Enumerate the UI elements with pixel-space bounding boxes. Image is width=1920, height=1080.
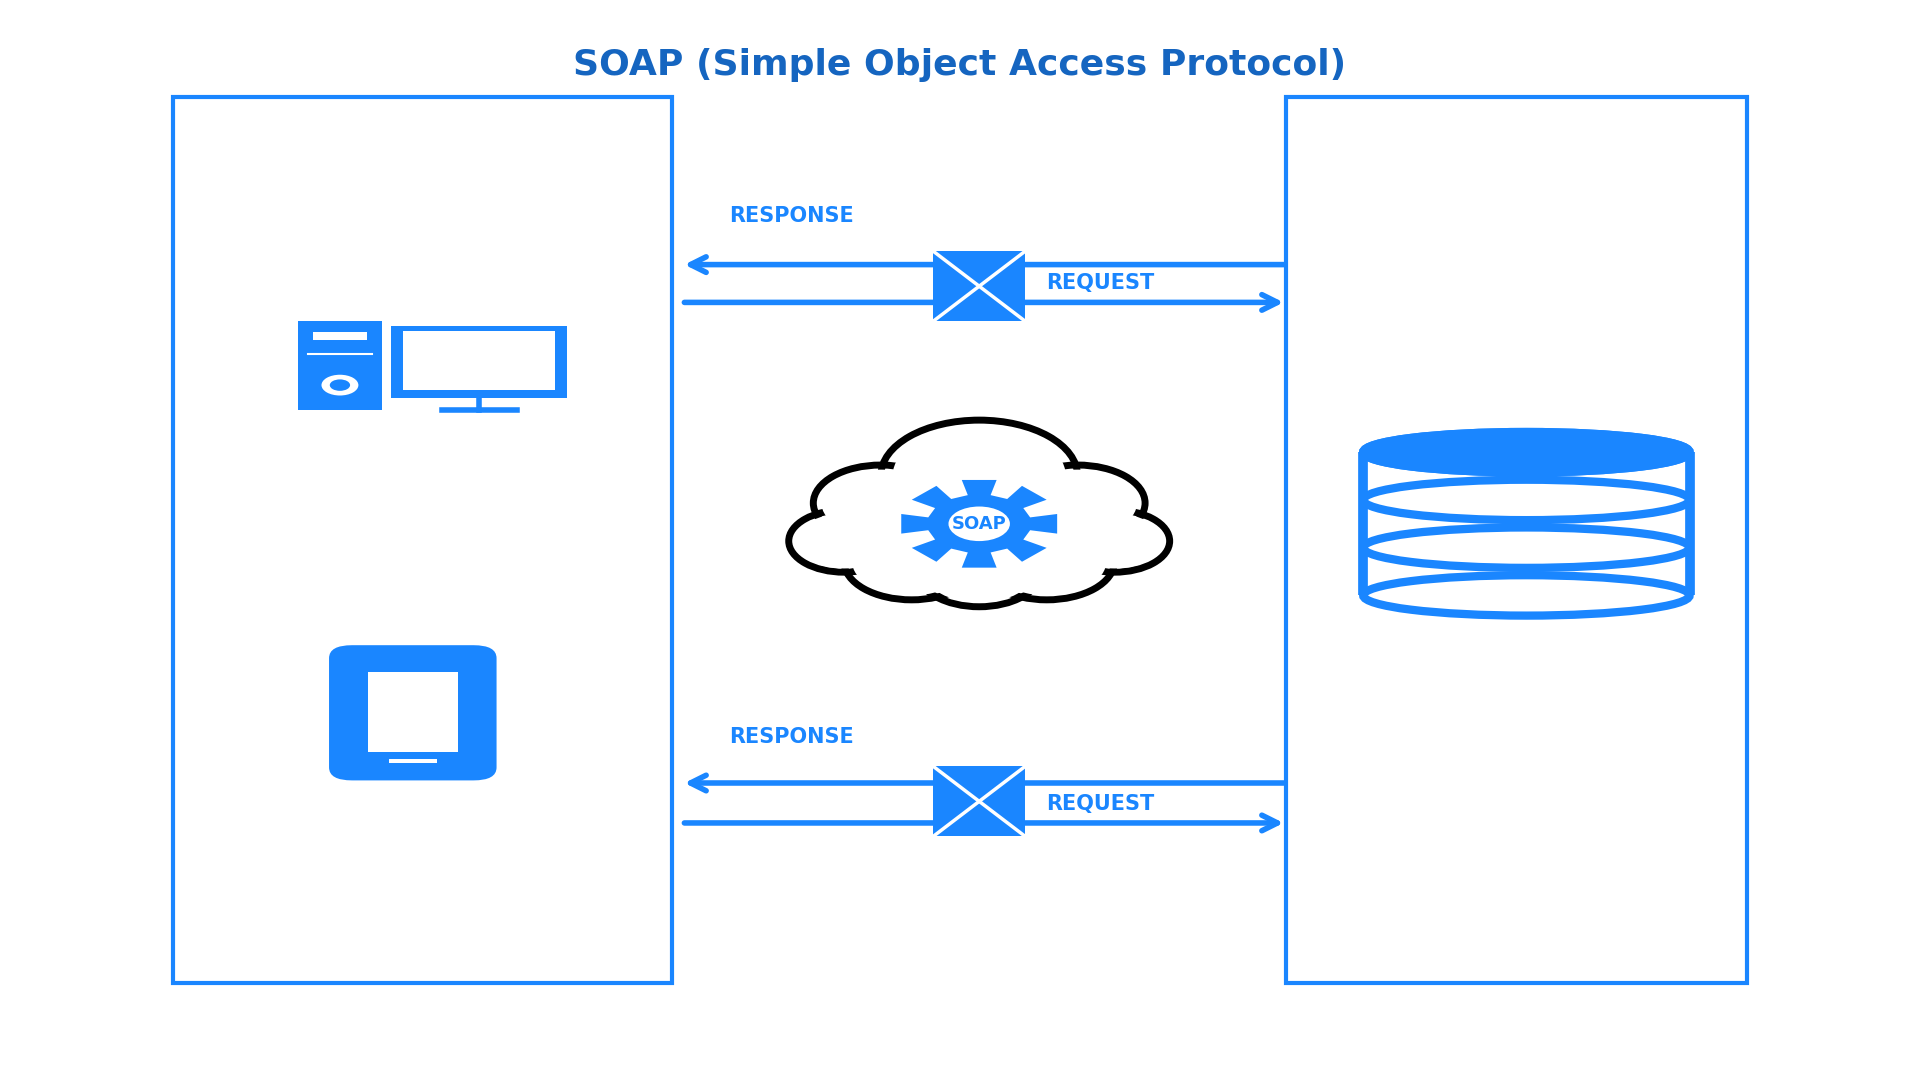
Circle shape xyxy=(1066,514,1164,568)
Circle shape xyxy=(321,375,359,395)
Circle shape xyxy=(918,538,1041,607)
FancyBboxPatch shape xyxy=(173,97,672,983)
Ellipse shape xyxy=(1363,527,1690,568)
FancyBboxPatch shape xyxy=(313,333,367,340)
FancyBboxPatch shape xyxy=(392,326,568,397)
Circle shape xyxy=(845,524,979,599)
Text: RESPONSE: RESPONSE xyxy=(730,206,854,226)
Circle shape xyxy=(789,510,899,572)
FancyBboxPatch shape xyxy=(388,759,438,764)
FancyBboxPatch shape xyxy=(1286,97,1747,983)
Circle shape xyxy=(1060,510,1169,572)
Ellipse shape xyxy=(1363,480,1690,521)
Ellipse shape xyxy=(1363,432,1690,472)
Circle shape xyxy=(814,465,948,541)
Circle shape xyxy=(1018,470,1137,537)
Circle shape xyxy=(925,542,1033,603)
Circle shape xyxy=(795,514,893,568)
Circle shape xyxy=(1010,465,1144,541)
Circle shape xyxy=(987,528,1106,595)
Circle shape xyxy=(330,379,349,391)
Circle shape xyxy=(979,524,1114,599)
Text: REQUEST: REQUEST xyxy=(1046,794,1154,813)
Text: REQUEST: REQUEST xyxy=(1046,273,1154,293)
FancyBboxPatch shape xyxy=(298,321,382,410)
Ellipse shape xyxy=(1363,576,1690,616)
FancyBboxPatch shape xyxy=(933,767,1025,836)
FancyBboxPatch shape xyxy=(933,251,1025,321)
Polygon shape xyxy=(900,480,1058,568)
FancyBboxPatch shape xyxy=(328,645,497,781)
Text: SOAP (Simple Object Access Protocol): SOAP (Simple Object Access Protocol) xyxy=(574,48,1346,82)
Circle shape xyxy=(881,420,1077,530)
Text: SOAP: SOAP xyxy=(952,515,1006,532)
FancyBboxPatch shape xyxy=(1373,453,1680,595)
Ellipse shape xyxy=(1363,432,1690,472)
Circle shape xyxy=(893,427,1066,524)
Text: RESPONSE: RESPONSE xyxy=(730,727,854,746)
Circle shape xyxy=(948,507,1010,541)
Circle shape xyxy=(822,470,941,537)
Circle shape xyxy=(852,528,972,595)
FancyBboxPatch shape xyxy=(403,332,555,390)
FancyBboxPatch shape xyxy=(367,673,459,752)
